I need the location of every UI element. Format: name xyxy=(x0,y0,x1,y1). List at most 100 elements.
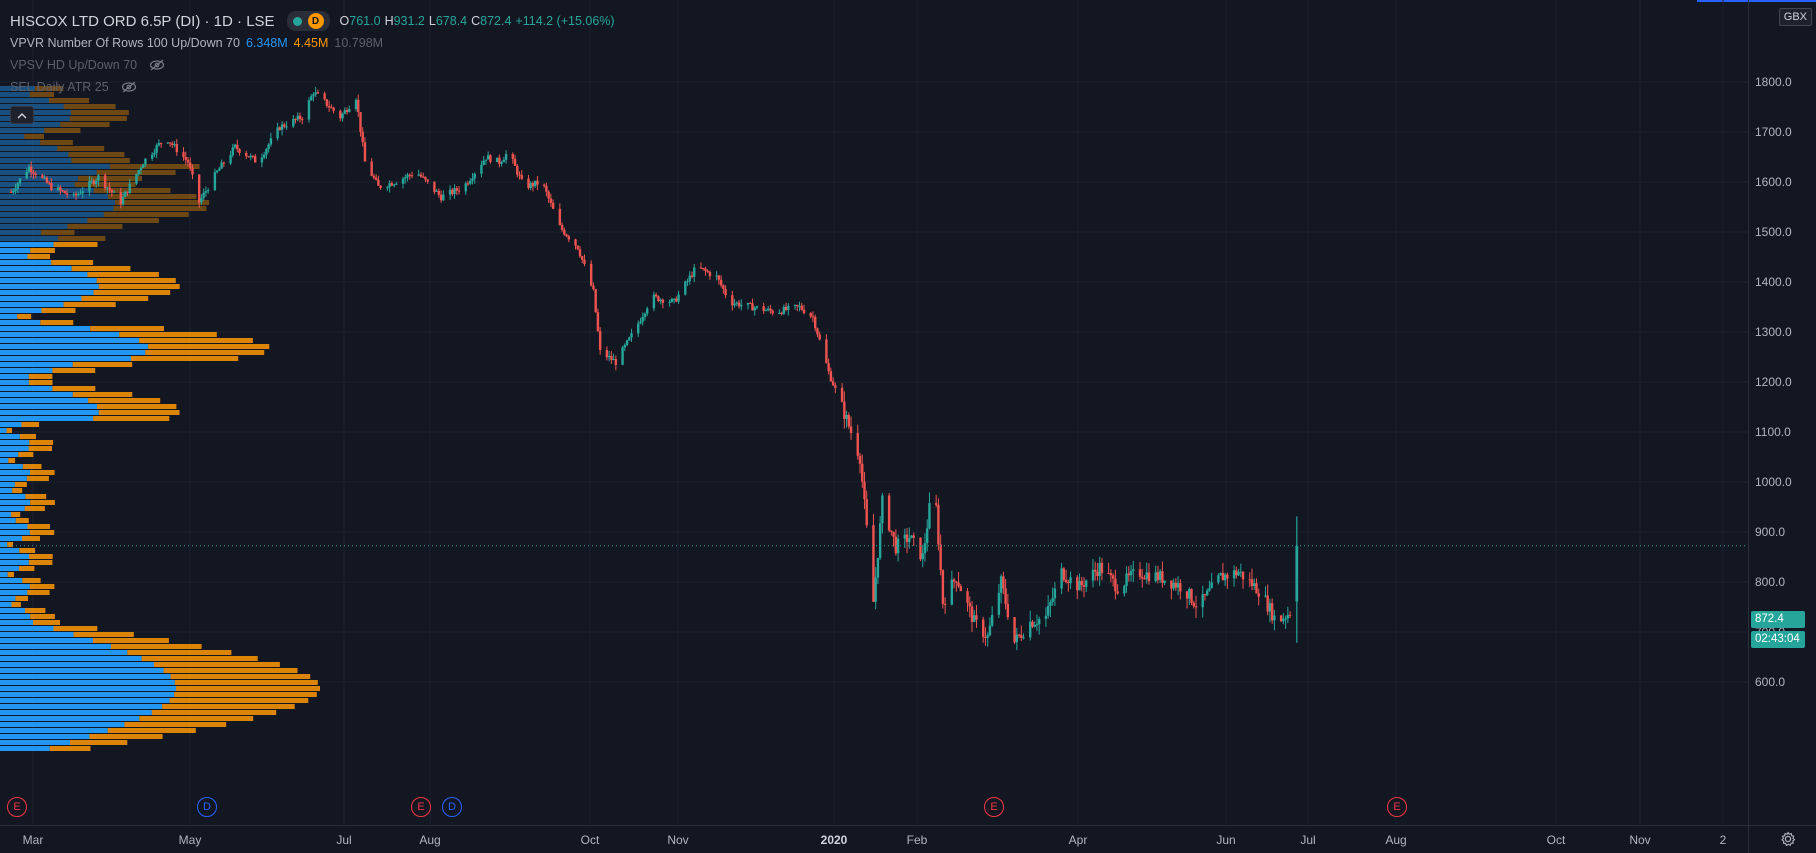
candle-body xyxy=(294,118,297,120)
earnings-event-marker[interactable]: E xyxy=(984,797,1004,817)
candle-body xyxy=(778,312,781,314)
volume-profile-up-bar xyxy=(0,272,88,277)
volume-profile-down-bar xyxy=(139,338,253,343)
candle-body xyxy=(77,193,80,196)
candle-body xyxy=(59,187,62,191)
candle-body xyxy=(702,267,705,269)
volume-profile-down-bar xyxy=(81,296,149,301)
delayed-data-badge[interactable]: D xyxy=(307,13,324,29)
collapse-legend-button[interactable] xyxy=(10,106,34,124)
volume-profile-down-bar xyxy=(127,650,232,655)
candle-body xyxy=(970,606,974,622)
candle-body xyxy=(388,183,391,188)
volume-profile-down-bar xyxy=(11,602,21,607)
earnings-event-marker[interactable]: E xyxy=(1387,797,1407,817)
candle-body xyxy=(1060,568,1063,589)
price-axis[interactable]: GBX 1800.0 1700.0 1600.0 1500.0 1400.0 1300.0… xyxy=(1748,0,1816,825)
time-axis[interactable]: Mar May Jul Aug Oct Nov 2020 Feb Apr Jun Jul Aug Oct… xyxy=(0,825,1748,853)
price-tick-label: 1100.0 xyxy=(1755,425,1791,439)
bar-countdown-tag: 02:43:04 xyxy=(1751,631,1805,648)
volume-profile-up-bar xyxy=(0,368,53,373)
volume-profile-down-bar xyxy=(88,398,161,403)
volume-profile-up-bar xyxy=(0,164,110,169)
candle-body xyxy=(186,159,190,163)
candle-body xyxy=(536,180,539,185)
indicator-name-atr[interactable]: SEL Daily ATR 25 xyxy=(10,80,109,94)
candle-body xyxy=(834,385,837,388)
candle-body xyxy=(753,307,756,311)
candle-body xyxy=(878,523,882,558)
symbol-legend-row[interactable]: HISCOX LTD ORD 6.5P (DI) · 1D · LSE D O … xyxy=(10,10,619,32)
candle-body xyxy=(112,191,116,193)
candle-body xyxy=(1147,572,1151,582)
volume-profile-up-bar xyxy=(0,554,29,559)
candle-body xyxy=(249,155,252,158)
chart-pane[interactable]: HISCOX LTD ORD 6.5P (DI) · 1D · LSE D O … xyxy=(0,0,1748,825)
volume-profile-up-bar xyxy=(0,614,31,619)
indicator-row-vpvr[interactable]: VPVR Number Of Rows 100 Up/Down 70 6.348… xyxy=(10,32,619,54)
candle-body xyxy=(466,183,470,185)
gear-icon[interactable] xyxy=(1780,831,1796,847)
market-status-pill[interactable]: D xyxy=(286,11,330,31)
currency-badge[interactable]: GBX xyxy=(1778,8,1812,26)
volume-profile-up-bar xyxy=(0,128,45,133)
candle-body xyxy=(1188,589,1191,599)
volume-profile-up-bar xyxy=(0,662,154,667)
dividend-event-marker[interactable]: D xyxy=(442,797,462,817)
volume-profile-down-bar xyxy=(52,368,96,373)
candle-body xyxy=(612,359,615,361)
candle-body xyxy=(1015,634,1018,643)
volume-profile-down-bar xyxy=(93,188,171,193)
hidden-eye-icon[interactable] xyxy=(121,81,137,93)
candle-body xyxy=(675,298,678,302)
volume-profile-down-bar xyxy=(25,494,47,499)
price-chart[interactable] xyxy=(0,0,1748,825)
chart-settings-corner[interactable] xyxy=(1748,825,1816,853)
symbol-title[interactable]: HISCOX LTD ORD 6.5P (DI) · 1D · LSE xyxy=(10,13,275,30)
candle-body xyxy=(628,337,631,341)
candle-body xyxy=(849,426,853,434)
candle-body xyxy=(1116,591,1119,594)
candle-body xyxy=(168,142,172,144)
candle-body xyxy=(547,191,550,199)
candle-body xyxy=(845,414,848,419)
volume-profile-up-bar xyxy=(0,158,72,163)
volume-profile-down-bar xyxy=(28,374,53,379)
volume-profile-down-bar xyxy=(44,128,81,133)
candle-body xyxy=(9,192,13,193)
indicator-name-vpvr[interactable]: VPVR Number Of Rows 100 Up/Down 70 xyxy=(10,36,240,50)
volume-profile-up-bar xyxy=(0,98,49,103)
candle-body xyxy=(1190,589,1193,603)
candle-body xyxy=(1176,583,1180,588)
volume-profile-down-bar xyxy=(53,242,98,247)
dividend-event-marker[interactable]: D xyxy=(197,797,217,817)
candle-body xyxy=(128,183,131,193)
price-tick-label: 800.0 xyxy=(1755,575,1786,589)
candle-body xyxy=(576,245,579,250)
candle-body xyxy=(1226,574,1229,579)
candle-body xyxy=(737,302,741,307)
candle-body xyxy=(377,179,380,186)
indicator-name-vpsv[interactable]: VPSV HD Up/Down 70 xyxy=(10,58,138,72)
hidden-eye-icon[interactable] xyxy=(149,59,165,71)
indicator-row-atr[interactable]: SEL Daily ATR 25 xyxy=(10,76,619,98)
candle-body xyxy=(856,433,859,456)
candle-body xyxy=(1206,590,1209,596)
candle-body xyxy=(1107,573,1110,575)
earnings-event-marker[interactable]: E xyxy=(7,797,27,817)
volume-profile-up-bar xyxy=(0,308,42,313)
candle-body xyxy=(247,156,250,158)
candle-body xyxy=(784,306,788,310)
volume-profile-up-bar xyxy=(0,452,19,457)
candle-body xyxy=(912,535,915,538)
candle-body xyxy=(348,109,351,112)
candle-body xyxy=(843,401,846,419)
earnings-event-marker[interactable]: E xyxy=(411,797,431,817)
volume-profile-down-bar xyxy=(148,344,270,349)
indicator-row-vpsv[interactable]: VPSV HD Up/Down 70 xyxy=(10,54,619,76)
candle-body xyxy=(25,171,28,179)
candle-body xyxy=(175,144,178,153)
candle-body xyxy=(280,124,284,130)
candle-body xyxy=(654,294,658,297)
